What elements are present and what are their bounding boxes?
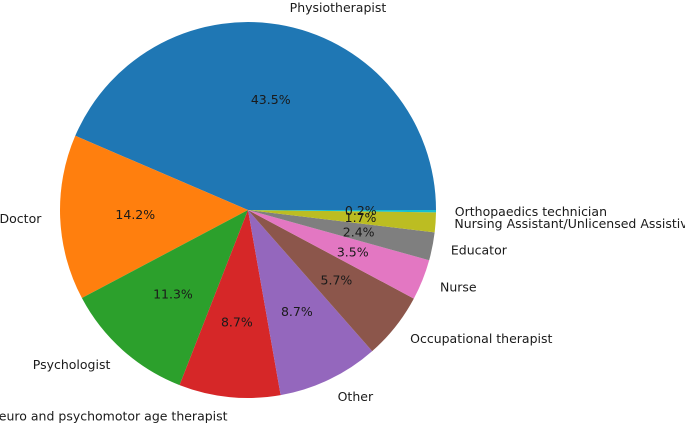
category-label-educator: Educator (451, 243, 508, 258)
percent-label-physiotherapist: 43.5% (251, 92, 291, 107)
percent-label-orthopaedics-technician: 0.2% (345, 203, 377, 218)
pie-slices (60, 22, 437, 398)
pie-slice-educator (248, 210, 435, 261)
category-label-nursing-assistant-unlicensed-assistive: Nursing Assistant/Unlicensed Assistive (454, 216, 685, 231)
category-label-occupational-therapist: Occupational therapist (410, 331, 552, 346)
percent-label-occupational-therapist: 5.7% (321, 273, 353, 288)
category-label-psychologist: Psychologist (33, 357, 111, 372)
pie-slice-neuro-and-psychomotor-age-therapist (179, 210, 281, 398)
percent-label-educator: 2.4% (343, 224, 375, 239)
pie-slice-physiotherapist (75, 22, 437, 211)
pie-slice-doctor (60, 135, 249, 299)
percent-label-neuro-and-psychomotor-age-therapist: 8.7% (221, 315, 253, 330)
category-label-doctor: Doctor (0, 211, 42, 226)
pie-slice-occupational-therapist (248, 210, 414, 352)
category-label-neuro-and-psychomotor-age-therapist: Neuro and psychomotor age therapist (0, 408, 228, 423)
pie-slice-nurse (248, 210, 430, 299)
percent-label-nursing-assistant-unlicensed-assistive: 1.7% (345, 210, 377, 225)
pie-slice-nursing-assistant-unlicensed-assistive (248, 210, 436, 233)
category-label-physiotherapist: Physiotherapist (290, 0, 387, 15)
percent-label-doctor: 14.2% (115, 207, 155, 222)
category-label-other: Other (338, 389, 374, 404)
pie-slice-orthopaedics-technician (248, 210, 436, 213)
pie-slice-other (248, 210, 373, 396)
percent-labels: 43.5% 14.2% 11.3% 8.7% 8.7% 5.7% 3.5% 2.4%1.7%0… (115, 92, 376, 330)
percent-label-nurse: 3.5% (337, 244, 369, 259)
percent-label-psychologist: 11.3% (153, 287, 193, 302)
pie-slice-psychologist (81, 210, 248, 386)
percent-label-other: 8.7% (281, 304, 313, 319)
category-label-orthopaedics-technician: Orthopaedics technician (455, 204, 607, 219)
category-label-nurse: Nurse (440, 279, 477, 294)
